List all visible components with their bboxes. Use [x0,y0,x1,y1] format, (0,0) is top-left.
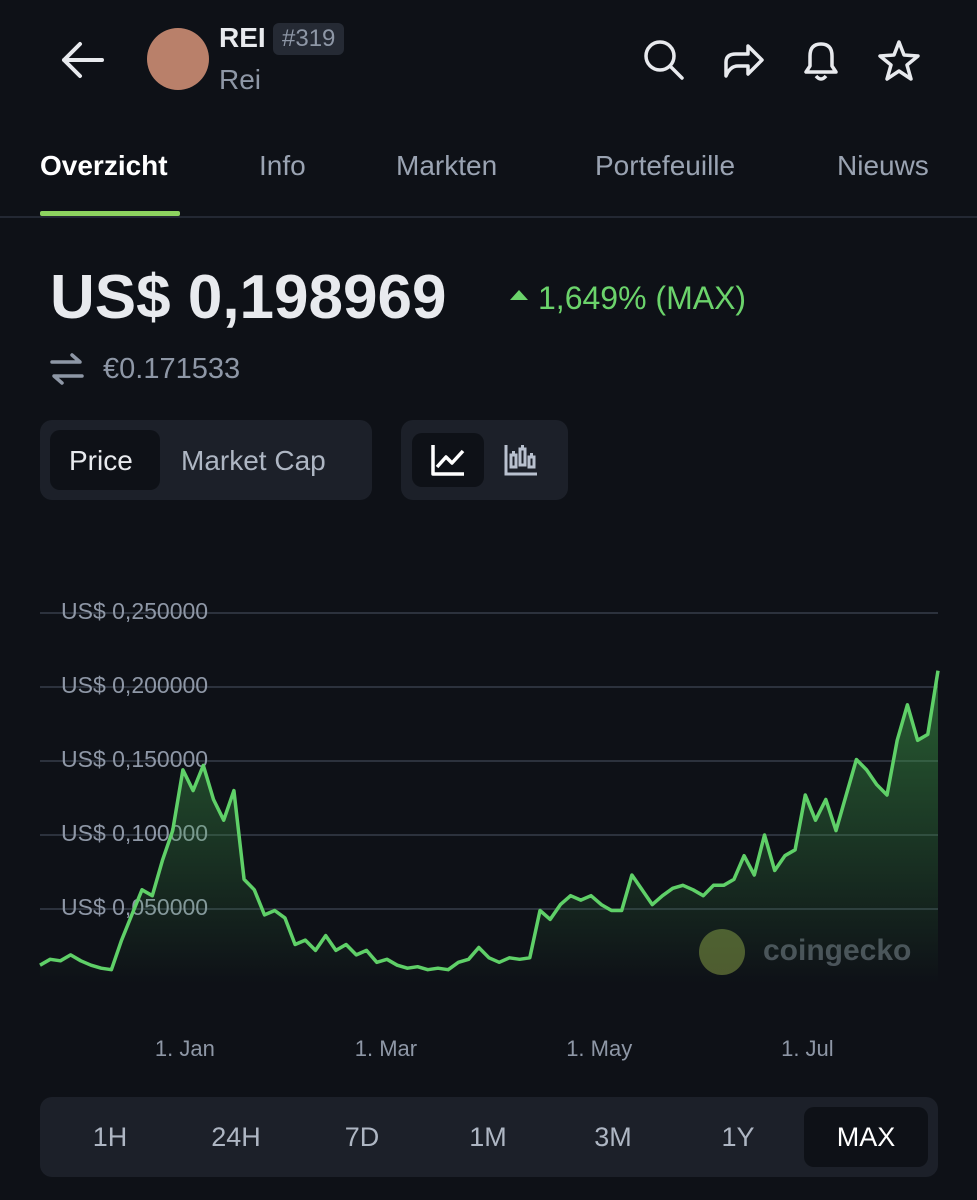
divider [0,216,977,218]
tab[interactable]: Markten [396,150,498,181]
tab-indicator [40,211,180,216]
x-tick-label: 1. Mar [355,1036,417,1061]
time-range[interactable]: 1M [469,1122,507,1152]
time-range[interactable]: 1H [92,1122,128,1152]
y-tick-label: US$ 0,200000 [61,672,208,698]
tab[interactable]: Portefeuille [595,150,736,181]
tab[interactable]: Overzicht [40,150,168,181]
toggle-option[interactable]: Price [69,445,133,476]
toggle-option[interactable]: Market Cap [181,445,326,476]
candle-icon[interactable] [503,443,539,477]
price-change: 1,649% (MAX) [538,280,747,316]
coin-rank: #319 [273,23,345,55]
y-tick-label: US$ 0,150000 [61,746,208,772]
coin-name: Rei [219,64,262,95]
x-tick-label: 1. Jul [781,1036,834,1061]
star-icon[interactable] [878,40,920,81]
area-fill [40,670,938,983]
time-range[interactable]: 3M [594,1122,632,1152]
range-active [804,1107,928,1167]
back-button[interactable] [58,40,108,80]
x-tick-label: 1. May [566,1036,632,1061]
time-range[interactable]: MAX [836,1122,896,1152]
x-tick-label: 1. Jan [155,1036,215,1061]
search-icon[interactable] [644,40,684,80]
up-arrow [510,290,528,300]
tab[interactable]: Info [259,150,306,181]
convert-icon [50,353,84,385]
share-icon[interactable] [724,44,764,78]
bell-icon[interactable] [804,42,838,81]
y-tick-label: US$ 0,250000 [61,598,208,624]
price-line [39,670,940,972]
toolbar-icons [644,40,920,81]
line-chart-icon[interactable] [430,443,466,477]
toggle-active [50,430,160,490]
price: US$ 0,198969 [50,263,447,332]
time-range-bar [40,1097,938,1177]
converted-price: €0.171533 [103,353,241,385]
time-range[interactable]: 7D [344,1122,380,1152]
tab[interactable]: Nieuws [837,150,929,181]
coin-logo [147,28,209,90]
time-range[interactable]: 1Y [721,1122,755,1152]
time-range[interactable]: 24H [211,1122,261,1152]
coin-symbol: REI [219,22,266,53]
